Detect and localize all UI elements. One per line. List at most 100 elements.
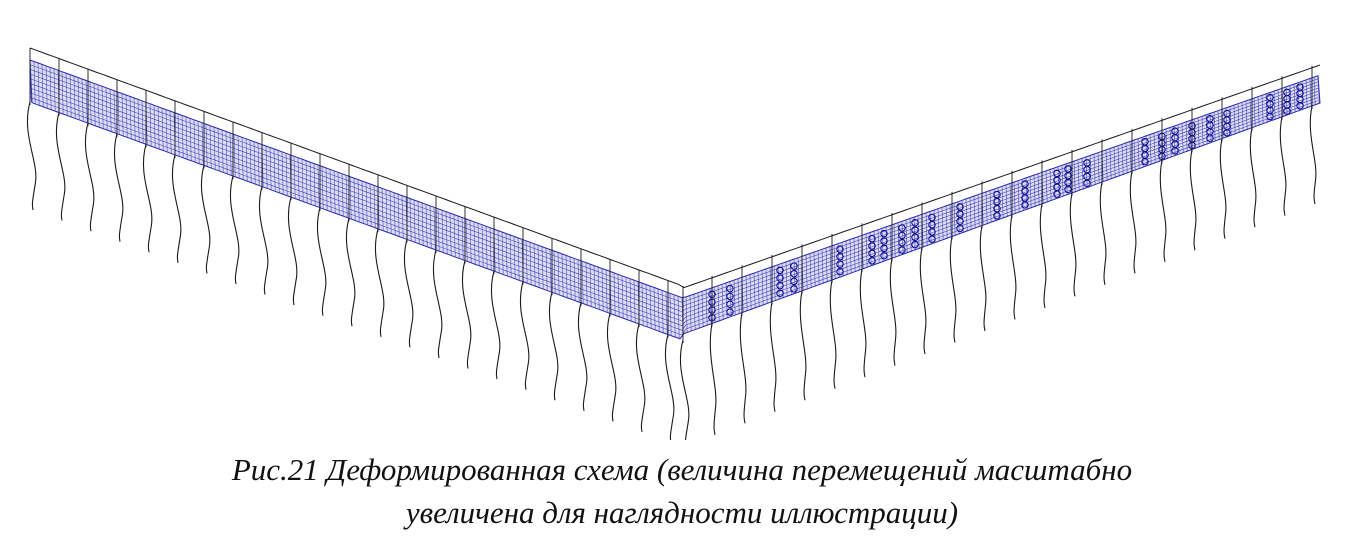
pile	[432, 249, 443, 359]
pile	[287, 196, 298, 306]
pile	[113, 133, 124, 242]
mesh-transverse-line	[381, 188, 384, 231]
mesh-ring	[1021, 180, 1029, 188]
mesh-transverse-line	[649, 285, 652, 328]
mesh-transverse-line	[945, 205, 948, 239]
mesh-transverse-line	[573, 258, 576, 301]
pile	[316, 207, 327, 316]
mesh-transverse-line	[41, 64, 44, 107]
mesh-transverse-line	[581, 261, 584, 304]
mesh-transverse-line	[1165, 128, 1168, 159]
pile	[519, 281, 530, 390]
mesh-transverse-line	[1233, 105, 1236, 135]
mesh-transverse-line	[645, 284, 648, 327]
mesh-longitudinal-line	[29, 83, 1319, 322]
mesh-transverse-line	[625, 277, 628, 320]
mesh-transverse-line	[1253, 98, 1256, 127]
mesh-transverse-line	[157, 106, 160, 149]
mesh-transverse-line	[389, 191, 392, 234]
mesh-transverse-line	[653, 287, 656, 330]
mesh-ring	[956, 210, 964, 218]
mesh-transverse-line	[1057, 166, 1060, 199]
mesh-transverse-line	[965, 198, 968, 232]
pile	[26, 101, 37, 211]
mesh-transverse-line	[697, 292, 700, 329]
mesh-ring	[790, 262, 798, 270]
mesh-transverse-line	[1249, 99, 1252, 129]
mesh-transverse-line	[909, 218, 912, 252]
mesh-transverse-line	[853, 238, 856, 272]
mesh-longitudinal-line	[29, 73, 1319, 312]
mesh-transverse-line	[753, 273, 756, 309]
mesh-transverse-line	[461, 217, 464, 260]
mesh-transverse-line	[249, 140, 252, 183]
mesh-ring	[1141, 157, 1149, 166]
mesh-transverse-line	[1237, 103, 1240, 133]
pile	[1129, 171, 1137, 274]
mesh-transverse-line	[849, 239, 852, 274]
mesh-transverse-line	[969, 197, 972, 230]
mesh-transverse-line	[541, 246, 544, 289]
mesh-transverse-line	[209, 125, 212, 168]
pile	[55, 112, 66, 221]
mesh-transverse-line	[1049, 169, 1052, 201]
mesh-transverse-line	[149, 103, 152, 146]
mesh-transverse-line	[857, 236, 860, 271]
mesh-transverse-line	[1037, 173, 1040, 206]
mesh-transverse-line	[325, 167, 328, 210]
mesh-transverse-line	[845, 240, 848, 275]
pile	[1219, 138, 1227, 239]
mesh-transverse-line	[101, 86, 104, 129]
mesh-transverse-line	[641, 283, 644, 326]
mesh-transverse-line	[117, 92, 120, 135]
mesh-transverse-line	[313, 163, 316, 206]
mesh-transverse-line	[661, 290, 664, 333]
mesh-transverse-line	[253, 141, 256, 184]
mesh-ring	[1064, 185, 1072, 194]
mesh-transverse-line	[941, 207, 944, 241]
caption-line-1: Рис.21 Деформированная схема (величина п…	[231, 452, 1133, 487]
mesh-longitudinal-line	[29, 92, 1319, 331]
mesh-longitudinal-line	[29, 78, 1319, 317]
mesh-transverse-line	[257, 143, 260, 186]
mesh-transverse-line	[221, 129, 224, 172]
mesh-transverse-line	[505, 233, 508, 276]
pile	[461, 260, 472, 369]
mesh-transverse-line	[1061, 165, 1064, 197]
mesh-transverse-line	[865, 233, 868, 268]
mesh-transverse-line	[1289, 85, 1292, 114]
mesh-transverse-line	[1213, 112, 1216, 142]
mesh-transverse-line	[577, 259, 580, 302]
mesh-transverse-line	[1121, 144, 1124, 175]
mesh-transverse-line	[353, 178, 356, 221]
mesh-ring	[928, 228, 936, 236]
pile	[739, 312, 747, 424]
mesh-ring	[1171, 147, 1179, 155]
mesh-transverse-line	[237, 135, 240, 178]
mesh-transverse-line	[1225, 107, 1228, 138]
mesh-transverse-line	[669, 293, 672, 336]
mesh-ring	[776, 274, 784, 282]
mesh-ring	[911, 233, 919, 242]
mesh-transverse-line	[557, 252, 560, 295]
mesh-ring	[790, 277, 798, 286]
mesh-transverse-line	[437, 208, 440, 251]
mesh-transverse-line	[833, 245, 836, 280]
mesh-transverse-line	[565, 255, 568, 298]
pile	[679, 339, 690, 449]
mesh-ring	[1266, 112, 1274, 121]
mesh-transverse-line	[65, 73, 68, 116]
mesh-transverse-line	[309, 162, 312, 205]
mesh-transverse-line	[1185, 121, 1188, 152]
mesh-ring	[868, 234, 876, 243]
caption-line-2: увеличена для наглядности иллюстрации)	[405, 495, 959, 530]
mesh-transverse-line	[773, 266, 776, 302]
mesh-transverse-line	[1117, 145, 1120, 177]
mesh-transverse-line	[265, 146, 268, 189]
mesh-transverse-line	[269, 147, 272, 190]
pile	[548, 292, 559, 401]
mesh-transverse-line	[409, 198, 412, 241]
mesh-transverse-line	[761, 270, 764, 306]
mesh-transverse-line	[605, 269, 608, 312]
mesh-transverse-line	[109, 89, 112, 132]
